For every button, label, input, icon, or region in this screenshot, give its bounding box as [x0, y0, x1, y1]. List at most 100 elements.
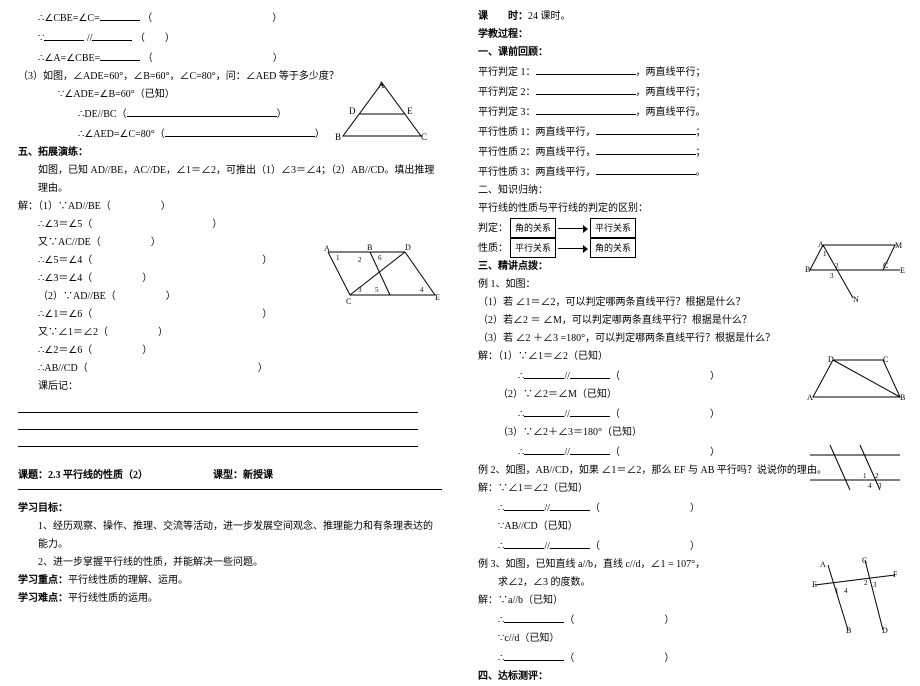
blank — [550, 536, 590, 549]
text: （ ） — [610, 409, 720, 420]
text: 平行性质 1：两直线平行， — [478, 127, 596, 138]
svg-text:3: 3 — [830, 272, 834, 280]
text: ∴∠CBE=∠C= — [38, 13, 100, 24]
text: ） — [315, 129, 325, 140]
blank — [100, 48, 140, 61]
parallelogram-diagram: AM B23 CE N1 — [805, 240, 905, 305]
proof-line: 解：（1）∵AD//BE（ ） — [18, 198, 442, 216]
text-line: ∵ // （ ） — [18, 28, 442, 48]
text: ∴∠A=∠CBE= — [38, 53, 100, 64]
svg-text:5: 5 — [375, 286, 379, 294]
blank — [524, 442, 564, 455]
text-line: 平行判定 2：，两直线平行； — [478, 82, 902, 102]
text: ，两直线平行； — [636, 87, 706, 98]
svg-text:B: B — [805, 265, 810, 274]
judge-line: 判定：角的关系平行关系 — [478, 218, 902, 238]
solution-line: ∴//（ ） — [478, 404, 902, 424]
text-line: ∴∠CBE=∠C= （ ） — [18, 8, 442, 28]
blank — [504, 536, 544, 549]
svg-text:B: B — [367, 243, 372, 252]
topic-line: 课题：2.3 平行线的性质（2） 课型：新授课 — [18, 467, 442, 485]
focus-label: 学习重点： — [18, 575, 68, 586]
svg-text:D: D — [349, 106, 356, 116]
text: （ ） — [142, 13, 282, 24]
ex3-line: ∴（ ） — [478, 648, 902, 668]
blank — [570, 366, 610, 379]
text: ∴∠AED=∠C=80°（ — [78, 129, 165, 140]
svg-text:A: A — [807, 393, 813, 402]
text: 平行性质 2：两直线平行， — [478, 147, 596, 158]
ex2-line: ∵AB//CD（已知） — [478, 518, 902, 536]
blank — [165, 124, 315, 137]
svg-text:4: 4 — [844, 587, 848, 595]
blank — [550, 498, 590, 511]
svg-text:D: D — [828, 355, 834, 364]
blank-line — [18, 436, 418, 447]
svg-text:3: 3 — [873, 581, 877, 589]
diff-line: 平行线的性质与平行线的判定的区别： — [478, 200, 902, 218]
svg-text:3: 3 — [358, 286, 362, 294]
text: ； — [696, 147, 706, 158]
quadrilateral-diagram: ABD CE 126 354 — [310, 240, 440, 310]
svg-text:C: C — [883, 261, 888, 270]
page: ∴∠CBE=∠C= （ ） ∵ // （ ） ∴∠A=∠CBE= （ ） （3）… — [0, 0, 920, 650]
text: （ ） — [143, 53, 283, 64]
text-line: ∴∠A=∠CBE= （ ） — [18, 48, 442, 68]
svg-text:E: E — [407, 106, 413, 116]
text: ，两直线平行； — [636, 67, 706, 78]
text-line: 平行性质 1：两直线平行，； — [478, 122, 902, 142]
svg-text:4: 4 — [868, 482, 872, 490]
blank — [536, 82, 636, 95]
svg-text:C: C — [346, 297, 351, 306]
proof-line: ∴∠3＝∠5（ ） — [18, 216, 442, 234]
text: ，两直线平行。 — [636, 107, 706, 118]
svg-text:B: B — [900, 393, 905, 402]
text: 平行性质 3：两直线平行， — [478, 167, 596, 178]
svg-text:A: A — [818, 240, 824, 249]
text: 判定： — [478, 223, 508, 234]
svg-text:C: C — [421, 132, 427, 142]
focus-line: 学习重点：平行线性质的理解、运用。 — [18, 572, 442, 590]
box: 平行关系 — [510, 238, 556, 258]
text: 24 课时。 — [528, 11, 571, 22]
section-5-title: 五、拓展演练： — [18, 144, 442, 162]
diff-label: 学习难点： — [18, 593, 68, 604]
blank — [92, 28, 132, 41]
parallel-lines-diagram-2: AF EC BD 14 23 — [810, 555, 900, 635]
ex1-q2: （2）若∠2 ＝ ∠M，可以判定哪两条直线平行？根据是什么？ — [478, 312, 902, 330]
left-column: ∴∠CBE=∠C= （ ） ∵ // （ ） ∴∠A=∠CBE= （ ） （3）… — [0, 0, 460, 650]
blank — [570, 404, 610, 417]
text: （ ） — [610, 371, 720, 382]
section-5-question: 如图，已知 AD//BE，AC//DE，∠1＝∠2，可推出（1）∠3＝∠4；（2… — [18, 162, 442, 198]
svg-text:E: E — [900, 266, 905, 275]
learn-goal-label: 学习目标： — [18, 500, 442, 518]
arrow-icon — [558, 245, 588, 253]
svg-text:B: B — [335, 132, 341, 142]
goal-2: 2、进一步掌握平行线的性质，并能解决一些问题。 — [18, 554, 442, 572]
svg-text:6: 6 — [378, 254, 382, 262]
blank — [504, 610, 564, 623]
text: （ ） — [590, 503, 700, 514]
svg-text:E: E — [812, 580, 817, 589]
svg-text:C: C — [862, 556, 867, 565]
svg-text:D: D — [405, 243, 411, 252]
blank — [44, 28, 84, 41]
blank — [536, 102, 636, 115]
label: 课 时： — [478, 11, 528, 22]
goal-1: 1、经历观察、操作、推理、交流等活动，进一步发展空间观念、推理能力和有条理表达的… — [18, 518, 442, 554]
diff-text: 平行线性质的运用。 — [68, 593, 158, 604]
text: （ ） — [610, 447, 720, 458]
focus-text: 平行线性质的理解、运用。 — [68, 575, 188, 586]
divider — [18, 489, 442, 490]
arrow-icon — [558, 225, 588, 233]
ex1-q3: （3）若 ∠2 ＋∠3 =180°，可以判定哪两条直线平行？根据是什么？ — [478, 330, 902, 348]
svg-text:N: N — [853, 295, 859, 304]
text: 平行判定 1： — [478, 67, 536, 78]
blank — [127, 104, 277, 117]
svg-text:3: 3 — [878, 482, 882, 490]
text: （ ） — [564, 653, 674, 664]
proof-line: ∴∠2＝∠6（ ） — [18, 342, 442, 360]
proof-line: ∴AB//CD（ ） — [18, 360, 442, 378]
svg-text:2: 2 — [875, 472, 879, 480]
text-line: 平行性质 2：两直线平行， ； — [478, 142, 902, 162]
